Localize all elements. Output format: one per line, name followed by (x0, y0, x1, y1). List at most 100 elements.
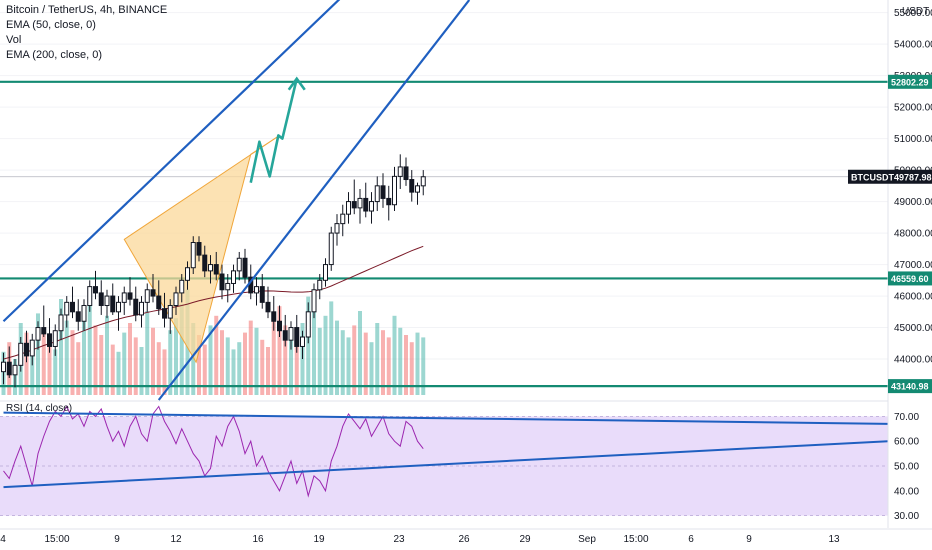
level-price-tag-label: 43140.98 (891, 382, 929, 392)
rsi-line (3, 405, 424, 498)
candle-body (93, 286, 98, 294)
level-price-tag-label: 46559.60 (891, 274, 929, 284)
candle (305, 302, 311, 344)
drawings-front[interactable] (2, 0, 471, 401)
candle (254, 277, 259, 306)
candle-body (311, 289, 317, 313)
volume-bar (340, 330, 345, 395)
candle (369, 192, 374, 224)
candle (127, 277, 133, 306)
price-tick-label: 45000.00 (894, 323, 932, 334)
candle (403, 157, 409, 186)
rsi-legend[interactable]: RSI (14, close) (6, 403, 73, 414)
volume-bar (145, 311, 150, 395)
volume-bar (202, 344, 207, 395)
candle-body (167, 305, 173, 319)
volume-bar (352, 325, 357, 395)
candle-body (340, 213, 346, 225)
legend-vol[interactable]: Vol (6, 34, 22, 46)
candle (93, 270, 98, 300)
legend-symbol[interactable]: Bitcoin / TetherUS, 4h, BINANCE (6, 4, 168, 16)
price-tick-label: 44000.00 (894, 355, 932, 366)
candle-body (265, 301, 271, 313)
candle (213, 251, 219, 281)
candle (231, 264, 236, 293)
candle-body (104, 295, 110, 307)
candle-body (288, 327, 294, 341)
candle-body (35, 327, 41, 341)
candle (300, 330, 305, 360)
candle (139, 296, 144, 328)
candle (64, 296, 70, 328)
candle-body (231, 270, 236, 284)
volume-bar (415, 332, 420, 395)
legend-ema200[interactable]: EMA (200, close, 0) (6, 49, 102, 61)
rsi-pane: 30.00 40.00 50.00 60.00 70.00 (0, 400, 919, 522)
candle-body (121, 292, 127, 303)
candle (185, 261, 190, 290)
volume-bar (191, 323, 196, 395)
candle-body (369, 201, 374, 212)
volume-bar (421, 337, 426, 395)
candle (409, 170, 415, 202)
candle (133, 286, 139, 322)
volume-bar (116, 351, 121, 395)
volume-bar (312, 308, 316, 395)
candle (190, 236, 196, 275)
candle-body (277, 320, 282, 332)
volume-bar (225, 337, 230, 395)
candle (6, 346, 12, 378)
channel-upper-line (2, 0, 341, 323)
candle (219, 264, 225, 300)
rsi-tick-label: 60.00 (894, 437, 919, 448)
volume-bar (346, 337, 351, 395)
candle-body (162, 308, 167, 319)
candle (363, 182, 369, 218)
date-tick-label: 29 (519, 534, 531, 545)
candle (397, 154, 403, 189)
candle (374, 176, 380, 212)
candle-body (208, 264, 213, 272)
candle-body (346, 201, 351, 215)
volume-bar (214, 315, 219, 395)
candle (294, 314, 300, 353)
candle-body (196, 242, 202, 256)
volume-bar (266, 347, 270, 395)
ema-line (3, 245, 424, 360)
candle-body (374, 185, 380, 203)
candle (357, 188, 363, 224)
volume-bar (105, 315, 109, 395)
legend-ema50[interactable]: EMA (50, close, 0) (6, 19, 96, 31)
candle (386, 185, 392, 221)
chart-legend: Bitcoin / TetherUS, 4h, BINANCE EMA (50,… (6, 3, 167, 63)
candle (334, 214, 340, 246)
rsi-tick-label: 30.00 (894, 511, 919, 522)
candle-body (242, 257, 248, 278)
volume-bar (174, 318, 178, 395)
candle-body (24, 342, 29, 357)
candle (179, 274, 185, 303)
volume-bar (82, 308, 86, 395)
price-axis[interactable]: 44000.00 45000.00 46000.00 47000.00 48000.00… (848, 0, 932, 528)
candle (24, 330, 29, 363)
volume-bar (243, 332, 247, 395)
candle-body (386, 197, 392, 206)
volume-bar (24, 332, 29, 395)
volume-bar (392, 315, 397, 395)
candle (196, 236, 202, 262)
projection-arrow-head (287, 76, 306, 91)
volume-bar (156, 342, 161, 395)
candle-body (351, 201, 357, 209)
volume-bar (260, 339, 265, 395)
volume-bar (133, 337, 138, 395)
volume-bar (381, 330, 385, 395)
current-price-tag (848, 169, 932, 184)
volume-bar (317, 327, 322, 395)
date-axis[interactable]: 4 15:00 9 12 16 19 23 26 29 Sep 15:00 6 9 13 (0, 528, 932, 545)
date-tick-label: 16 (252, 534, 264, 545)
candle (242, 248, 248, 284)
volume-bar (386, 337, 391, 395)
level-price-tag (888, 379, 932, 394)
volume-bar (404, 335, 408, 395)
